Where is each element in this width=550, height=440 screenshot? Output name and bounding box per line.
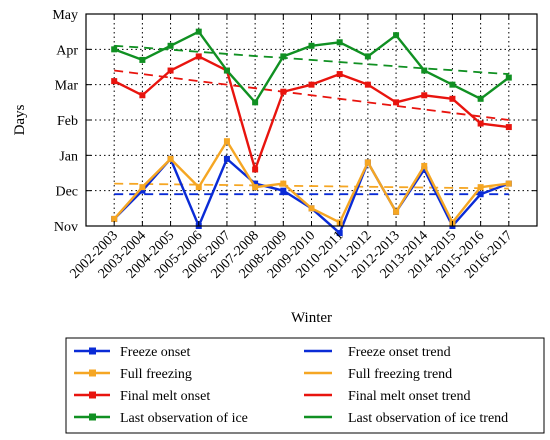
data-point-final-melt-onset [195,53,202,60]
legend-label-freeze-onset-trend: Freeze onset trend [348,345,451,360]
data-point-last-observation-of-ice [505,74,512,81]
y-tick-label: Dec [55,185,78,200]
data-point-last-observation-of-ice [393,32,400,39]
data-point-last-observation-of-ice [280,53,287,60]
data-point-freeze-onset [139,187,146,194]
y-axis-ticks: Nov Dec Jan Feb Mar Apr May [52,8,537,235]
data-point-full-freezing [167,155,174,162]
y-axis-title: Days [12,104,28,135]
data-point-last-observation-of-ice [308,42,315,49]
data-point-full-freezing [308,205,315,212]
legend-box [65,337,545,434]
data-point-freeze-onset [477,191,484,198]
series-line-full-freezing-trend [114,182,509,190]
data-point-freeze-onset [280,187,287,194]
data-point-last-observation-of-ice [421,67,428,74]
series-line-final-melt-onset-trend [114,69,509,121]
data-point-last-observation-of-ice [252,99,259,106]
x-axis-title: Winter [291,310,332,326]
data-point-last-observation-of-ice [111,46,118,53]
data-point-freeze-onset [223,155,230,162]
data-point-last-observation-of-ice [364,53,371,60]
data-point-last-observation-of-ice [223,67,230,74]
y-tick-label: Apr [56,43,78,58]
data-point-full-freezing [139,184,146,191]
data-point-final-melt-onset [336,71,343,78]
data-point-full-freezing [421,162,428,169]
data-point-final-melt-onset [139,92,146,99]
legend-label-freeze-onset: Freeze onset [120,345,190,360]
data-point-final-melt-onset [167,67,174,74]
legend-label-full-freezing-trend: Full freezing trend [348,367,452,382]
data-point-freeze-onset [336,230,343,237]
y-tick-label: Jan [59,149,78,164]
data-point-full-freezing [195,184,202,191]
data-point-full-freezing [111,215,118,222]
y-tick-label: Nov [54,220,78,235]
data-point-final-melt-onset [280,88,287,95]
data-point-final-melt-onset [364,81,371,88]
data-point-final-melt-onset [393,99,400,106]
legend-label-final-melt-onset: Final melt onset [120,389,210,404]
data-point-full-freezing [505,180,512,187]
data-point-final-melt-onset [421,92,428,99]
legend-marker-full-freezing [89,369,96,377]
data-point-final-melt-onset [252,166,259,173]
series-layer [111,28,512,237]
data-point-last-observation-of-ice [195,28,202,35]
data-point-last-observation-of-ice [336,39,343,46]
y-tick-label: Feb [57,114,78,129]
data-point-full-freezing [477,184,484,191]
data-point-last-observation-of-ice [477,95,484,102]
data-point-last-observation-of-ice [449,81,456,88]
legend-marker-last-observation-of-ice [89,413,96,421]
data-point-full-freezing [252,184,259,191]
legend-label-full-freezing: Full freezing [120,367,192,382]
y-tick-label: Mar [55,79,79,94]
series-line-last-observation-of-ice-trend [114,44,509,75]
data-point-freeze-onset [421,166,428,173]
data-point-full-freezing [223,138,230,145]
data-point-last-observation-of-ice [139,56,146,63]
legend-marker-final-melt-onset [89,391,96,399]
data-point-last-observation-of-ice [167,42,174,49]
data-point-final-melt-onset [505,124,512,131]
legend: Freeze onset Freeze onset trend Full freez… [74,345,508,426]
data-point-freeze-onset [252,180,259,187]
data-point-final-melt-onset [111,78,118,85]
legend-marker-freeze-onset [89,347,96,355]
data-point-full-freezing [364,159,371,166]
data-point-full-freezing [280,180,287,187]
data-point-full-freezing [393,208,400,215]
legend-label-last-observation-of-ice-trend: Last observation of ice trend [348,411,508,426]
y-tick-label: May [52,8,78,23]
data-point-final-melt-onset [308,81,315,88]
legend-label-last-observation-of-ice: Last observation of ice [120,411,248,426]
data-point-final-melt-onset [449,95,456,102]
data-point-final-melt-onset [477,120,484,127]
legend-label-final-melt-onset-trend: Final melt onset trend [348,389,470,404]
